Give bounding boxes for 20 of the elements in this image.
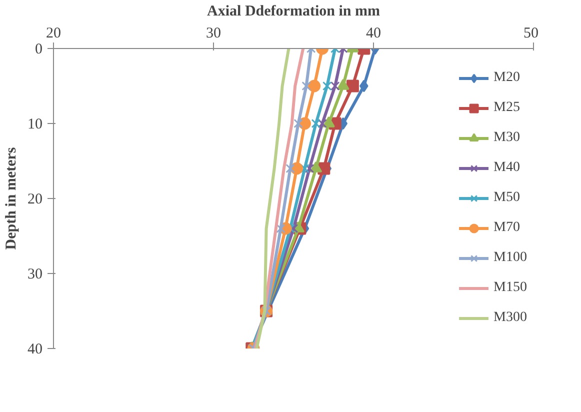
legend-label: M50	[494, 190, 520, 206]
legend-label: M25	[494, 100, 520, 116]
legend-label: M300	[494, 310, 527, 326]
y-tick-label: 30	[28, 266, 42, 282]
y-tick-label: 20	[28, 192, 42, 208]
y-axis-title: Depth in meters	[4, 147, 20, 250]
x-tick-label: 40	[366, 26, 381, 42]
legend-label: M150	[494, 280, 527, 296]
x-tick-label: 20	[46, 26, 61, 42]
y-tick-label: 10	[28, 116, 42, 132]
legend-label: M20	[494, 70, 520, 86]
legend-label: M30	[494, 130, 520, 146]
legend-label: M70	[494, 220, 520, 236]
x-tick-label: 50	[524, 26, 538, 42]
y-tick-label: 0	[35, 42, 42, 58]
x-axis-title: Axial Ddeformation in mm	[207, 4, 380, 20]
x-tick-label: 30	[206, 26, 221, 42]
legend-label: M40	[494, 160, 520, 176]
legend-label: M100	[494, 250, 527, 266]
y-tick-label: 40	[28, 342, 42, 358]
